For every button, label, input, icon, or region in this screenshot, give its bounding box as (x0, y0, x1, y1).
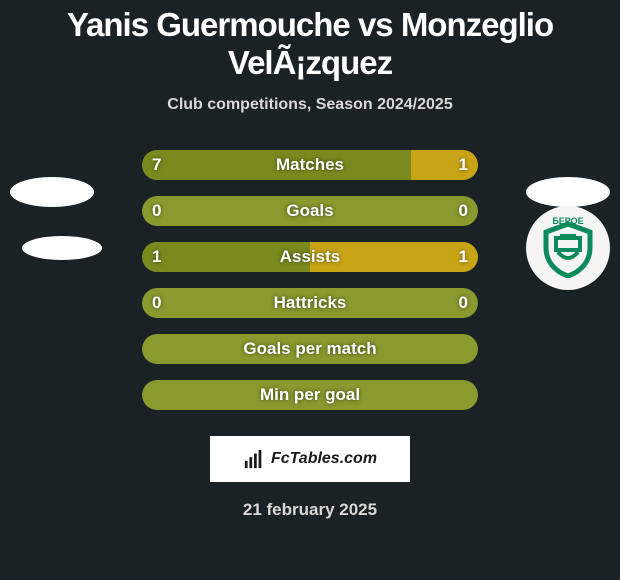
stat-label: Goals (142, 196, 478, 226)
stat-value-left: 0 (152, 196, 161, 226)
ellipse-icon (22, 236, 102, 260)
stat-value-right: 0 (459, 196, 468, 226)
stat-bars: Matches71Goals00Assists11Hattricks00Goal… (142, 150, 478, 410)
player-left-icon-2 (20, 206, 104, 290)
stat-row: Goals0 0 (142, 196, 478, 226)
stat-value-right: 1 (459, 242, 468, 272)
page-title: Yanis Guermouche vs Monzeglio VelÃ¡zquez (0, 0, 620, 82)
shield-icon (538, 218, 598, 278)
stat-row: Assists1 1 (142, 242, 478, 272)
ellipse-icon (526, 177, 610, 207)
stat-value-left: 7 (152, 150, 161, 180)
brand-text: FcTables.com (271, 450, 377, 468)
stat-value-left: 0 (152, 288, 161, 318)
stat-label: Hattricks (142, 288, 478, 318)
stat-label: Assists (142, 242, 478, 272)
stat-value-right: 1 (459, 150, 468, 180)
ellipse-icon (10, 177, 94, 207)
brand-badge: FcTables.com (210, 436, 410, 482)
player-right-club-logo: БЕРОЕ (526, 206, 610, 290)
stat-row: Goals per match (142, 334, 478, 364)
stat-row: Hattricks0 0 (142, 288, 478, 318)
stat-label: Goals per match (142, 334, 478, 364)
club-logo-icon: БЕРОЕ (526, 206, 610, 290)
date-text: 21 february 2025 (0, 500, 620, 520)
stat-value-left: 1 (152, 242, 161, 272)
stat-value-right: 0 (459, 288, 468, 318)
stats-area: БЕРОЕ Matches71Goals00Assists11Hattricks… (0, 150, 620, 430)
stat-label: Min per goal (142, 380, 478, 410)
page-subtitle: Club competitions, Season 2024/2025 (0, 96, 620, 114)
stat-row: Min per goal (142, 380, 478, 410)
bar-chart-icon (243, 448, 265, 470)
stat-row: Matches7 1 (142, 150, 478, 180)
club-logo-text: БЕРОЕ (532, 216, 604, 226)
stat-label: Matches (142, 150, 478, 180)
